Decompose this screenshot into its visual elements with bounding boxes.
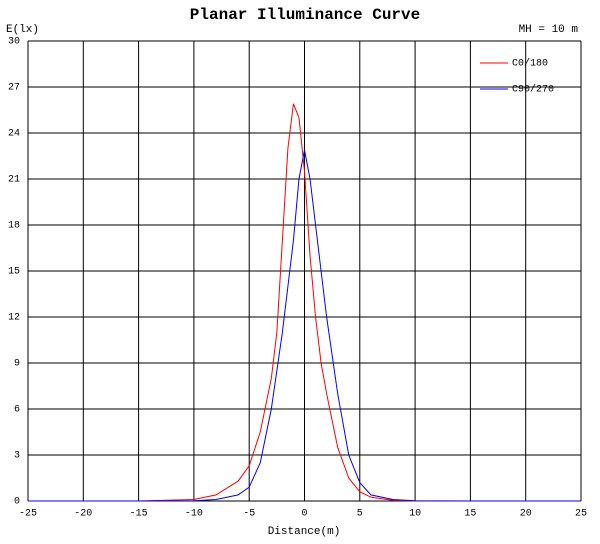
- x-tick-label: -20: [74, 509, 92, 520]
- x-tick-label: 25: [575, 509, 587, 520]
- x-tick-label: -25: [19, 509, 37, 520]
- annotation: MH = 10 m: [519, 24, 579, 36]
- legend-label: C0/180: [512, 58, 548, 70]
- y-tick-label: 6: [14, 405, 20, 416]
- chart-title: Planar Illuminance Curve: [190, 6, 420, 24]
- y-tick-label: 24: [8, 129, 20, 140]
- y-tick-label: 18: [8, 221, 20, 232]
- y-tick-label: 12: [8, 313, 20, 324]
- x-tick-label: 5: [357, 509, 363, 520]
- legend-label: C90/270: [512, 84, 554, 96]
- x-axis-label: Distance(m): [268, 526, 341, 538]
- series-line: [28, 149, 581, 502]
- y-tick-label: 21: [8, 175, 20, 186]
- y-tick-label: 0: [14, 497, 20, 508]
- x-tick-label: -15: [130, 509, 148, 520]
- y-tick-label: 15: [8, 267, 20, 278]
- x-tick-label: 15: [464, 509, 476, 520]
- x-tick-label: -10: [185, 509, 203, 520]
- x-tick-label: -5: [243, 509, 255, 520]
- x-tick-label: 0: [301, 509, 307, 520]
- x-tick-label: 20: [520, 509, 532, 520]
- y-axis-label: E(lx): [6, 24, 39, 36]
- y-tick-label: 3: [14, 451, 20, 462]
- y-tick-label: 30: [8, 37, 20, 48]
- y-tick-label: 9: [14, 359, 20, 370]
- y-tick-label: 27: [8, 83, 20, 94]
- x-tick-label: 10: [409, 509, 421, 520]
- series-line: [28, 103, 581, 502]
